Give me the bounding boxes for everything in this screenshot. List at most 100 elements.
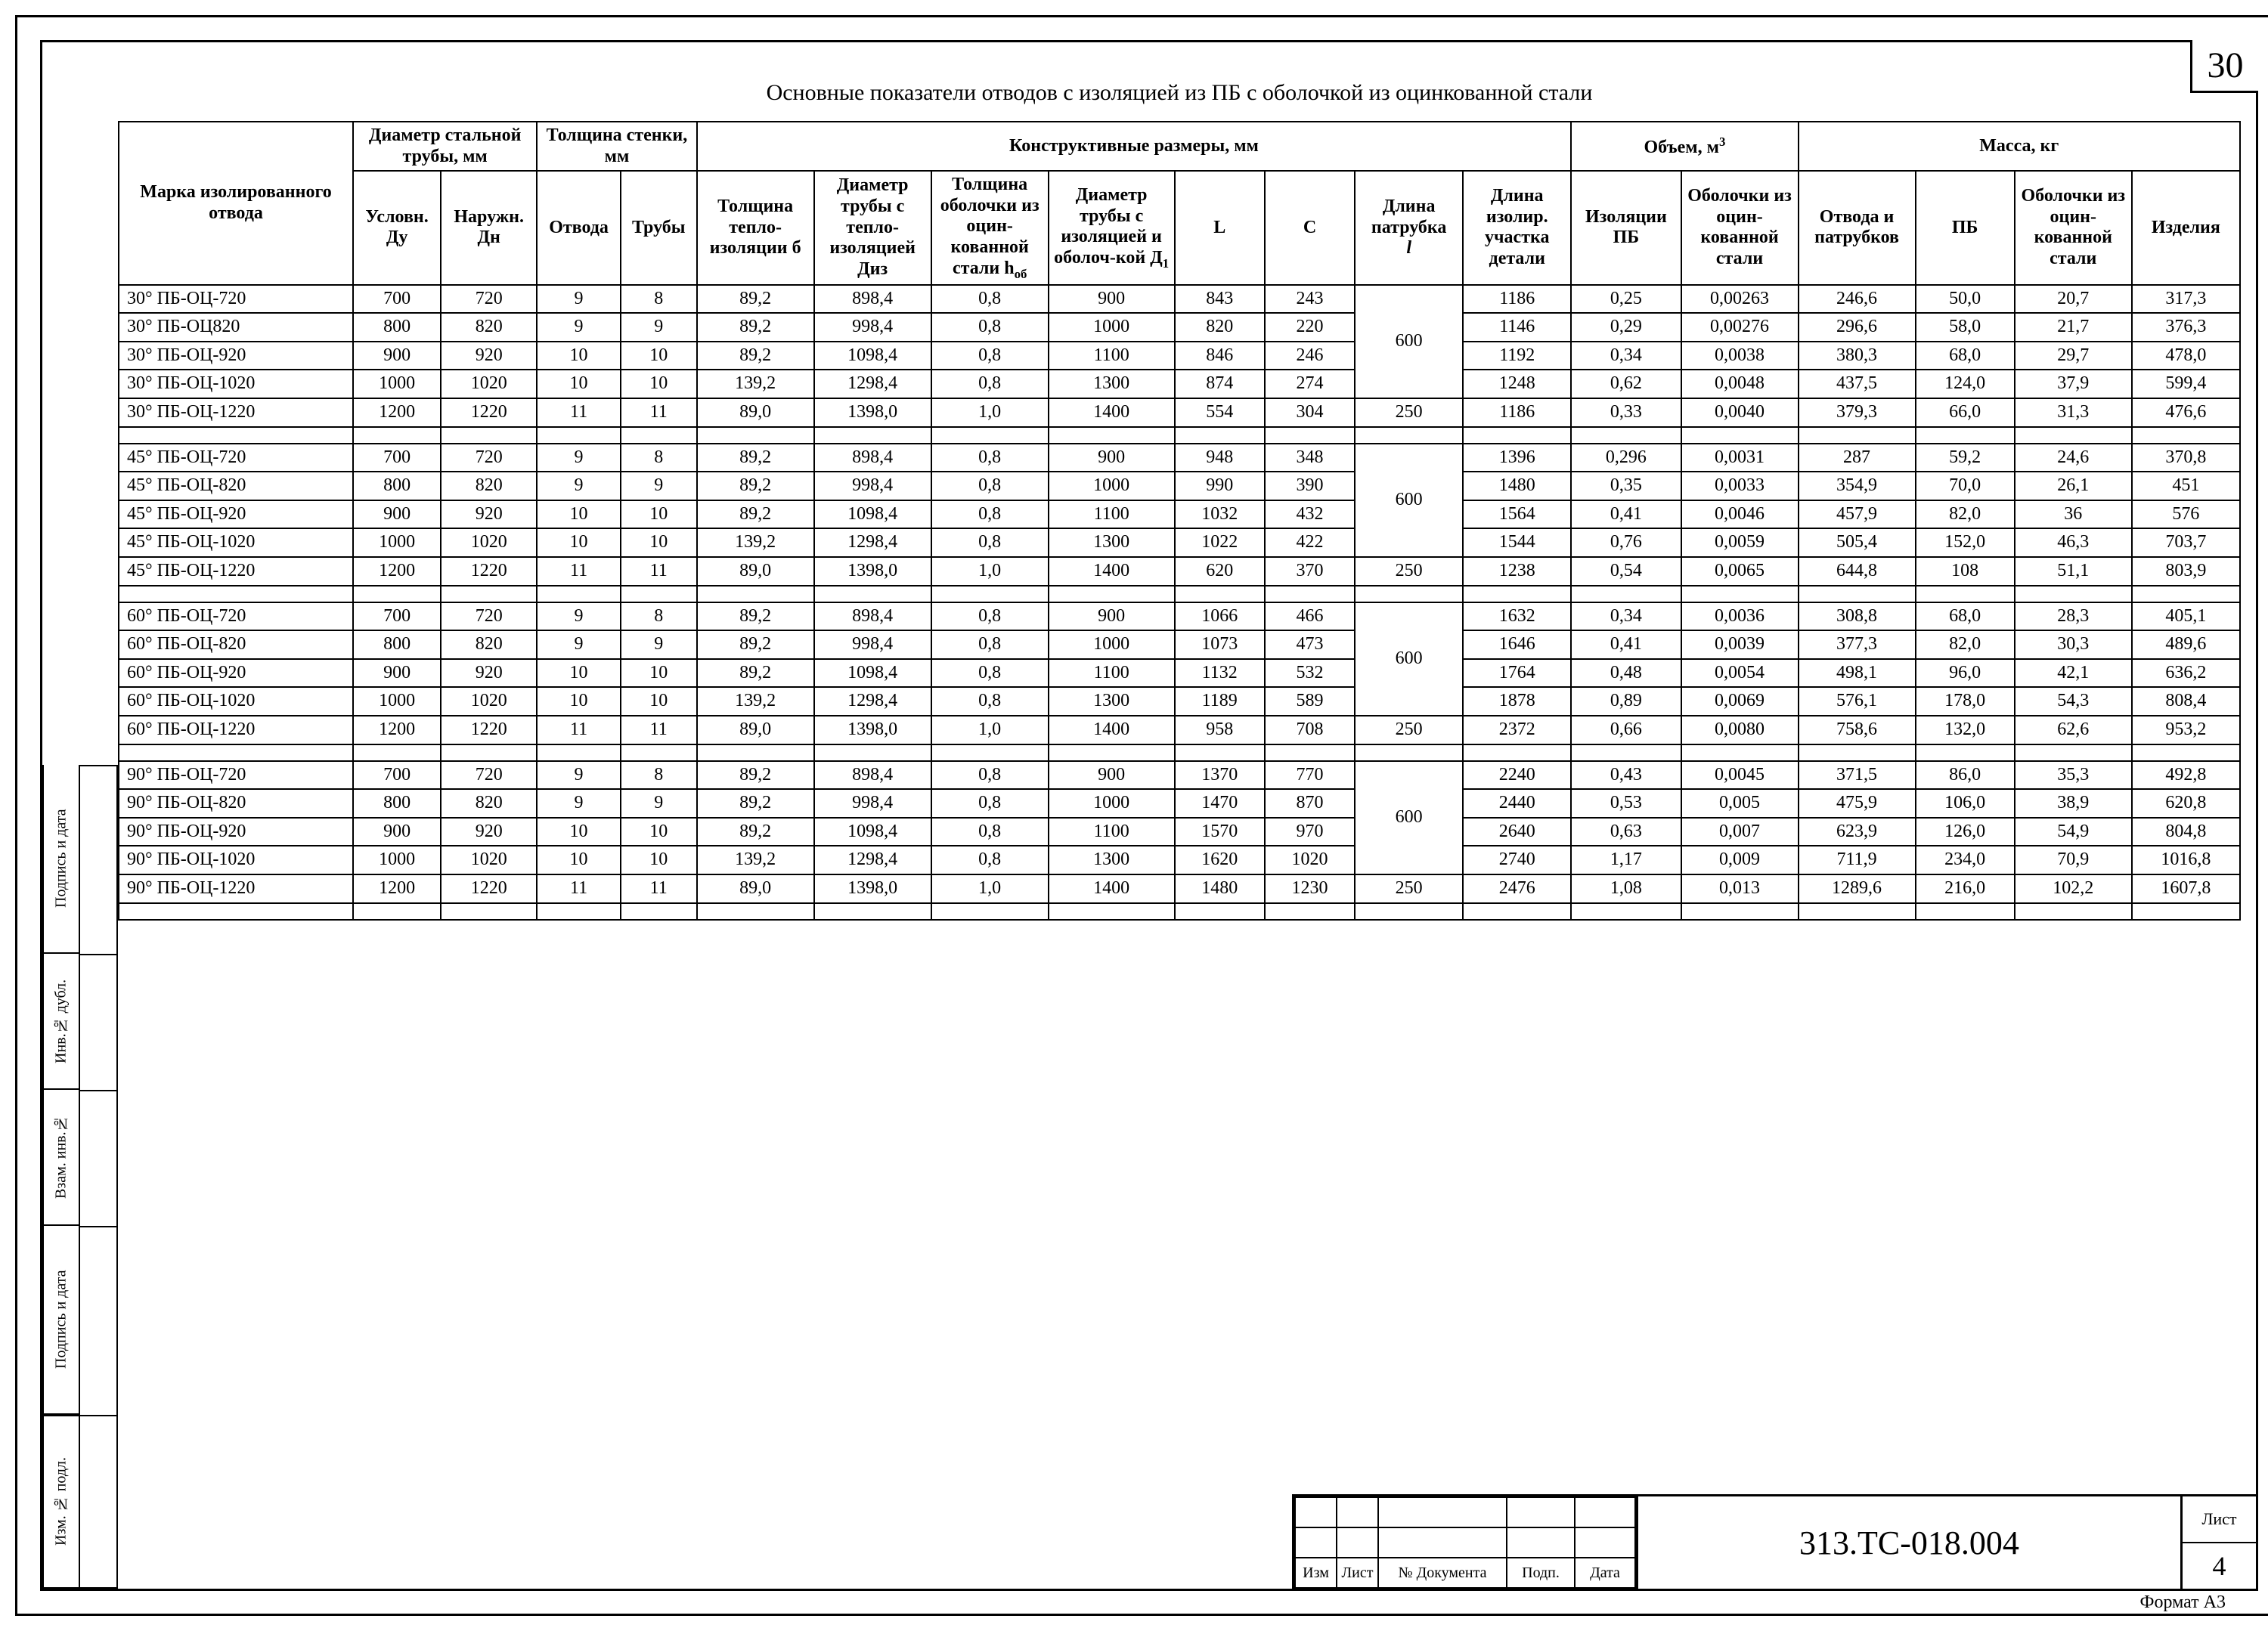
cell: 0,8 (931, 313, 1049, 342)
cell: 0,0040 (1681, 398, 1799, 427)
cell-patr: 600 (1355, 602, 1463, 716)
cell: 1098,4 (814, 500, 931, 529)
table-header: Марка изолированного отвода Диаметр стал… (119, 122, 2240, 285)
cell: 89,2 (697, 789, 814, 818)
table-row: 45° ПБ-ОЦ-8208008209989,2998,40,81000990… (119, 472, 2240, 500)
cell: 0,0046 (1681, 500, 1799, 529)
page-number-text: 30 (2208, 45, 2244, 86)
cell: 1000 (1049, 313, 1175, 342)
cell: 139,2 (697, 528, 814, 557)
cell: 708 (1265, 716, 1355, 744)
cell: 1020 (441, 370, 537, 398)
cell: 1146 (1463, 313, 1571, 342)
cell: 498,1 (1799, 659, 1916, 688)
side-slot-3 (80, 954, 118, 1090)
cell: 89,2 (697, 285, 814, 314)
cell: 54,9 (2015, 818, 2132, 846)
cell: 900 (1049, 602, 1175, 631)
cell: 152,0 (1916, 528, 2015, 557)
cell: 139,2 (697, 370, 814, 398)
cell: 466 (1265, 602, 1355, 631)
cell: 2640 (1463, 818, 1571, 846)
cell: 348 (1265, 444, 1355, 472)
cell: 405,1 (2132, 602, 2240, 631)
cell: 10 (537, 818, 621, 846)
cell: 990 (1175, 472, 1265, 500)
cell: 703,7 (2132, 528, 2240, 557)
cell: 0,8 (931, 285, 1049, 314)
cell: 804,8 (2132, 818, 2240, 846)
cell: 1878 (1463, 687, 1571, 716)
cell: 1300 (1049, 846, 1175, 874)
cell: 250 (1355, 716, 1463, 744)
cell: 50,0 (1916, 285, 2015, 314)
cell: 2372 (1463, 716, 1571, 744)
cell-mark: 90° ПБ-ОЦ-1220 (119, 874, 353, 903)
cell: 1022 (1175, 528, 1265, 557)
table-row: 30° ПБ-ОЦ8208008209989,2998,40,810008202… (119, 313, 2240, 342)
tb-col-podp: Подп. (1507, 1558, 1575, 1588)
table-row: 45° ПБ-ОЦ-920900920101089,21098,40,81100… (119, 500, 2240, 529)
cell: 250 (1355, 874, 1463, 903)
cell: 1132 (1175, 659, 1265, 688)
sheet-label: Лист (2183, 1496, 2256, 1543)
hdr-vol-pb: Изоляции ПБ (1571, 171, 1681, 284)
cell: 30,3 (2015, 630, 2132, 659)
cell: 0,63 (1571, 818, 1681, 846)
cell: 11 (537, 874, 621, 903)
cell: 1020 (441, 846, 537, 874)
cell: 476,6 (2132, 398, 2240, 427)
cell: 820 (441, 789, 537, 818)
cell: 106,0 (1916, 789, 2015, 818)
hdr-diz: Диаметр трубы с тепло-изоляцией Диз (814, 171, 931, 284)
hdr-truby: Трубы (621, 171, 697, 284)
cell: 1300 (1049, 687, 1175, 716)
cell: 0,007 (1681, 818, 1799, 846)
cell-mark: 60° ПБ-ОЦ-1220 (119, 716, 353, 744)
cell: 1220 (441, 716, 537, 744)
cell: 1398,0 (814, 557, 931, 586)
cell: 1200 (353, 557, 441, 586)
format-label: Формат А3 (2140, 1592, 2226, 1613)
cell: 287 (1799, 444, 1916, 472)
cell: 89,2 (697, 444, 814, 472)
table-title: Основные показатели отводов с изоляцией … (118, 80, 2241, 106)
cell: 0,0065 (1681, 557, 1799, 586)
cell: 1570 (1175, 818, 1265, 846)
cell: 376,3 (2132, 313, 2240, 342)
cell: 89,0 (697, 398, 814, 427)
cell-mark: 60° ПБ-ОЦ-720 (119, 602, 353, 631)
cell: 10 (537, 687, 621, 716)
cell: 0,8 (931, 528, 1049, 557)
cell: 451 (2132, 472, 2240, 500)
cell-mark: 30° ПБ-ОЦ-720 (119, 285, 353, 314)
cell: 2476 (1463, 874, 1571, 903)
cell: 1398,0 (814, 398, 931, 427)
cell: 900 (353, 818, 441, 846)
cell: 0,0031 (1681, 444, 1799, 472)
cell: 9 (537, 472, 621, 500)
cell: 380,3 (1799, 342, 1916, 370)
cell: 953,2 (2132, 716, 2240, 744)
cell: 108 (1916, 557, 2015, 586)
cell: 35,3 (2015, 761, 2132, 790)
cell: 1020 (441, 687, 537, 716)
cell: 139,2 (697, 687, 814, 716)
cell: 422 (1265, 528, 1355, 557)
cell: 304 (1265, 398, 1355, 427)
cell: 900 (1049, 285, 1175, 314)
cell: 576 (2132, 500, 2240, 529)
cell: 82,0 (1916, 630, 2015, 659)
cell: 0,41 (1571, 500, 1681, 529)
side-slot-4 (80, 765, 118, 954)
cell: 1000 (1049, 789, 1175, 818)
cell: 636,2 (2132, 659, 2240, 688)
cell: 274 (1265, 370, 1355, 398)
cell: 820 (441, 313, 537, 342)
cell: 38,9 (2015, 789, 2132, 818)
cell: 1370 (1175, 761, 1265, 790)
hdr-constr-group: Конструктивные размеры, мм (697, 122, 1572, 171)
table-row: 90° ПБ-ОЦ-7207007209889,2898,40,89001370… (119, 761, 2240, 790)
cell: 0,009 (1681, 846, 1799, 874)
drawing-sheet: 30 Основные показатели отводов с изоляци… (15, 15, 2268, 1616)
